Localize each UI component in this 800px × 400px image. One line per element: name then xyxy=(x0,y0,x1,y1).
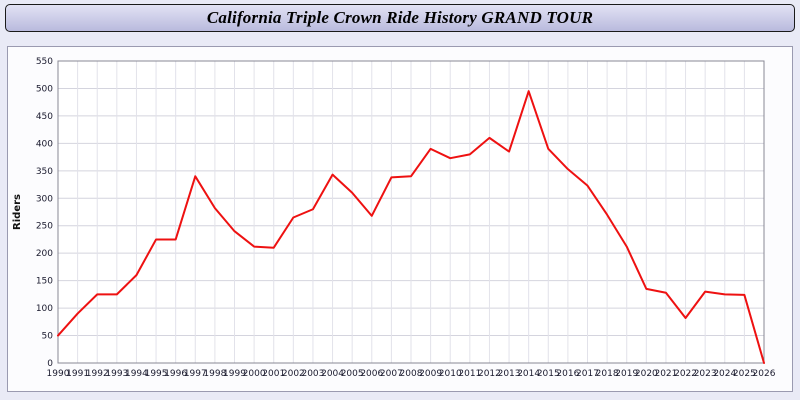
x-tick-label: 2018 xyxy=(596,369,619,379)
x-tick-label: 2019 xyxy=(615,369,638,379)
ride-history-line xyxy=(57,90,765,364)
y-tick-label: 350 xyxy=(36,167,53,177)
y-tick-label: 100 xyxy=(36,304,53,314)
y-tick-label: 550 xyxy=(36,57,53,67)
y-tick-label: 500 xyxy=(36,84,53,94)
x-tick-label: 2021 xyxy=(654,369,677,379)
x-tick-label: 2011 xyxy=(458,369,481,379)
x-tick-label: 2008 xyxy=(400,369,423,379)
x-tick-label: 2001 xyxy=(262,369,285,379)
x-tick-label: 2006 xyxy=(360,369,383,379)
x-tick-label: 2016 xyxy=(556,369,579,379)
y-tick-label: 300 xyxy=(36,194,53,204)
y-tick-label: 150 xyxy=(36,277,53,287)
y-axis-title: Riders xyxy=(12,194,23,230)
ride-history-chart: 0501001502002503003504004505005501990199… xyxy=(12,57,776,379)
x-tick-label: 2024 xyxy=(713,369,736,379)
x-tick-label: 2005 xyxy=(341,369,364,379)
x-tick-label: 1996 xyxy=(164,369,187,379)
y-tick-label: 50 xyxy=(42,332,54,342)
x-tick-label: 1997 xyxy=(184,369,207,379)
y-tick-label: 400 xyxy=(36,139,53,149)
y-tick-label: 200 xyxy=(36,249,53,259)
chart-panel: 0 50 100 150 200 250 300 350 400 450 500 550 1990 199… xyxy=(7,46,793,392)
x-tick-label: 2012 xyxy=(478,369,501,379)
x-tick-label: 1990 xyxy=(47,369,70,379)
x-tick-label: 2015 xyxy=(537,369,560,379)
x-tick-label: 1993 xyxy=(105,369,128,379)
x-tick-label: 1995 xyxy=(145,369,168,379)
x-tick-label: 2003 xyxy=(301,369,324,379)
x-tick-label: 1991 xyxy=(66,369,89,379)
x-tick-label: 1992 xyxy=(86,369,109,379)
x-tick-label: 2013 xyxy=(498,369,521,379)
x-tick-label: 2014 xyxy=(517,369,540,379)
x-tick-label: 2025 xyxy=(733,369,756,379)
x-tick-label: 2010 xyxy=(439,369,462,379)
x-tick-label: 2022 xyxy=(674,369,697,379)
x-tick-label: 2017 xyxy=(576,369,599,379)
y-tick-label: 450 xyxy=(36,112,53,122)
x-tick-label: 1998 xyxy=(203,369,226,379)
x-tick-label: 1994 xyxy=(125,369,148,379)
page-title: California Triple Crown Ride History GRA… xyxy=(206,8,594,27)
y-tick-label: 0 xyxy=(47,359,53,369)
y-tick-label: 250 xyxy=(36,222,53,232)
chart-title-bar: California Triple Crown Ride History GRA… xyxy=(5,4,795,32)
x-tick-label: 2023 xyxy=(694,369,717,379)
x-tick-label: 2002 xyxy=(282,369,305,379)
x-tick-label: 1999 xyxy=(223,369,246,379)
x-tick-label: 2007 xyxy=(380,369,403,379)
x-tick-label: 2000 xyxy=(243,369,266,379)
x-tick-label: 2020 xyxy=(635,369,658,379)
plot-border xyxy=(57,60,765,364)
x-tick-label: 2009 xyxy=(419,369,442,379)
x-tick-label: 2004 xyxy=(321,369,344,379)
x-tick-label: 2026 xyxy=(753,369,776,379)
